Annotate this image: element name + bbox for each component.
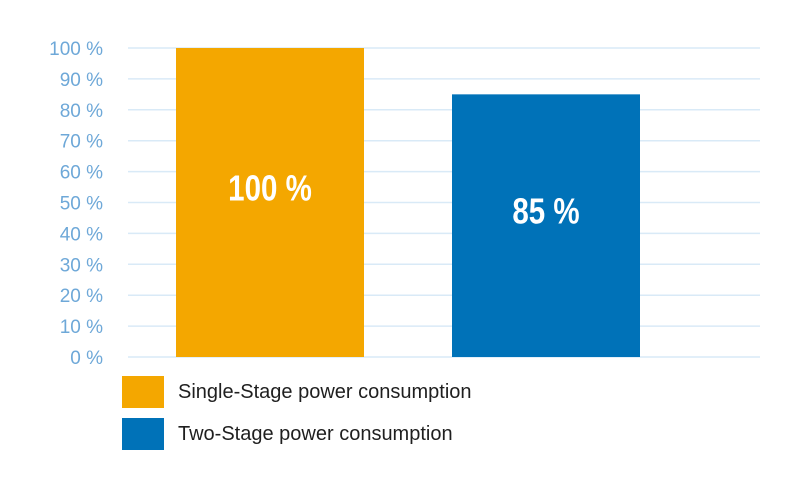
y-tick-label-30: 30 % [60,255,103,276]
y-tick-label-70: 70 % [60,132,103,153]
y-tick-label-50: 50 % [60,194,103,215]
legend-item-single-stage: Single-Stage power consumption [122,376,472,408]
legend-swatch-single-stage [122,376,164,408]
bar-two-stage [452,94,640,357]
bar-value-label-single-stage: 100 % [228,168,312,208]
legend-label-two-stage: Two-Stage power consumption [178,422,453,445]
y-tick-label-20: 20 % [60,286,103,307]
y-tick-label-80: 80 % [60,101,103,122]
y-tick-label-10: 10 % [60,317,103,338]
bar-value-label-two-stage: 85 % [512,191,579,231]
legend: Single-Stage power consumption Two-Stage… [122,376,472,460]
y-tick-label-40: 40 % [60,224,103,245]
y-tick-label-0: 0 % [70,348,103,369]
y-tick-label-100: 100 % [49,39,103,60]
legend-swatch-two-stage [122,418,164,450]
y-tick-label-90: 90 % [60,70,103,91]
legend-label-single-stage: Single-Stage power consumption [178,380,472,403]
legend-item-two-stage: Two-Stage power consumption [122,418,472,450]
y-tick-label-60: 60 % [60,163,103,184]
bar-single-stage [176,48,364,357]
